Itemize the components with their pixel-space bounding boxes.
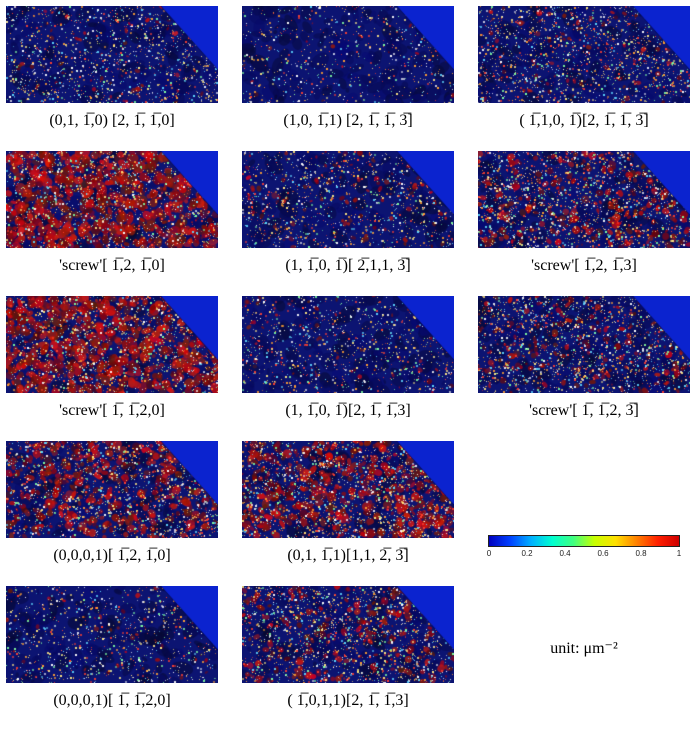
panel-caption: 'screw'[ 1̅,2, 1̅,3] <box>531 257 637 274</box>
colorbar-tick-label: 0 <box>486 549 492 558</box>
micrograph-image <box>478 296 690 393</box>
panel-caption: (0,0,0,1)[ 1̅,2, 1̅,0] <box>53 547 171 564</box>
colorbar-tick-label: 0.8 <box>635 549 647 558</box>
micrograph-panel: ( 1̅,1,0, 1̅)[2, 1̅, 1̅, 3̅] <box>478 6 690 130</box>
micrograph-panel: 'screw'[ 1̅, 1̅,2,0] <box>6 296 218 420</box>
panel-caption: 'screw'[ 1̅, 1̅,2, 3̅] <box>529 402 639 419</box>
micrograph-image <box>242 296 454 393</box>
micrograph-image <box>478 6 690 103</box>
colorbar-tick-label: 0.2 <box>521 549 533 558</box>
panel-caption: (1,0, 1̅,1) [2, 1̅, 1̅, 3̅] <box>283 112 413 129</box>
colorbar: 0 0.2 0.4 0.6 0.8 1 <box>478 441 690 565</box>
colorbar-tick-label: 0.6 <box>597 549 609 558</box>
micrograph-image <box>242 586 454 683</box>
colorbar-ticks: 0 0.2 0.4 0.6 0.8 1 <box>486 548 682 561</box>
micrograph-image <box>6 151 218 248</box>
panel-caption: (1, 1̅,0, 1̅)[ 2̅,1,1, 3̅] <box>285 257 411 274</box>
micrograph-image <box>242 441 454 538</box>
micrograph-image <box>6 441 218 538</box>
unit-label: unit: μm⁻² <box>550 640 618 657</box>
micrograph-panel: (0,0,0,1)[ 1̅,2, 1̅,0] <box>6 441 218 565</box>
colorbar-gradient <box>488 535 680 547</box>
micrograph-panel: (1,0, 1̅,1) [2, 1̅, 1̅, 3̅] <box>242 6 454 130</box>
panel-caption: (0,1, 1̅,0) [2, 1̅, 1̅,0] <box>49 112 175 129</box>
panel-caption: (0,0,0,1)[ 1̅, 1̅,2,0] <box>53 692 171 709</box>
micrograph-image <box>6 586 218 683</box>
unit-label-cell: unit: μm⁻² <box>478 586 690 710</box>
micrograph-panel: 'screw'[ 1̅,2, 1̅,3] <box>478 151 690 275</box>
micrograph-image <box>6 6 218 103</box>
panel-caption: 'screw'[ 1̅,2, 1̅,0] <box>59 257 165 274</box>
panel-caption: (1, 1̅,0, 1̅)[2, 1̅, 1̅,3] <box>285 402 411 419</box>
colorbar-tick-label: 0.4 <box>559 549 571 558</box>
micrograph-panel: (0,0,0,1)[ 1̅, 1̅,2,0] <box>6 586 218 710</box>
micrograph-panel: (1, 1̅,0, 1̅)[2, 1̅, 1̅,3] <box>242 296 454 420</box>
panel-caption: ( 1̅,1,0, 1̅)[2, 1̅, 1̅, 3̅] <box>519 112 649 129</box>
micrograph-panel: (1, 1̅,0, 1̅)[ 2̅,1,1, 3̅] <box>242 151 454 275</box>
micrograph-panel: 'screw'[ 1̅, 1̅,2, 3̅] <box>478 296 690 420</box>
micrograph-panel: ( 1̅,0,1,1)[2, 1̅, 1̅,3] <box>242 586 454 710</box>
panel-caption: (0,1, 1̅,1)[1,1, 2̅, 3̅] <box>287 547 409 564</box>
micrograph-panel: 'screw'[ 1̅,2, 1̅,0] <box>6 151 218 275</box>
micrograph-image <box>478 151 690 248</box>
colorbar-tick-label: 1 <box>676 549 682 558</box>
micrograph-image <box>6 296 218 393</box>
micrograph-image <box>242 6 454 103</box>
panel-caption: 'screw'[ 1̅, 1̅,2,0] <box>59 402 165 419</box>
micrograph-panel: (0,1, 1̅,0) [2, 1̅, 1̅,0] <box>6 6 218 130</box>
panel-caption: ( 1̅,0,1,1)[2, 1̅, 1̅,3] <box>287 692 409 709</box>
micrograph-image <box>242 151 454 248</box>
micrograph-panel: (0,1, 1̅,1)[1,1, 2̅, 3̅] <box>242 441 454 565</box>
